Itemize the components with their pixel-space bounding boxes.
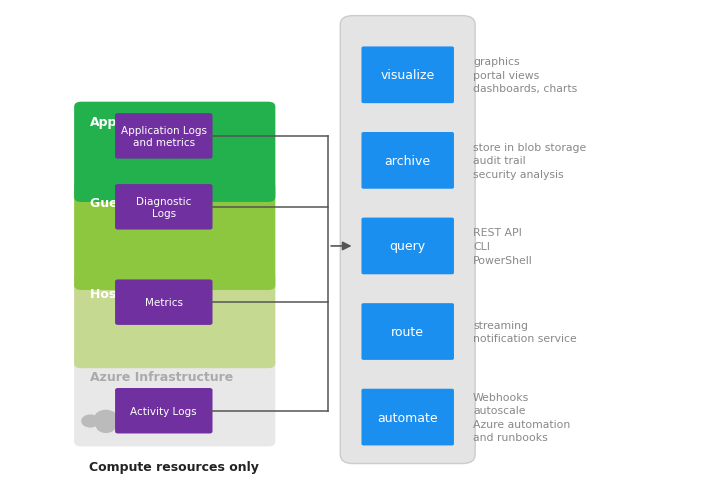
- FancyBboxPatch shape: [361, 218, 454, 275]
- FancyBboxPatch shape: [115, 280, 213, 325]
- Text: Activity Logs: Activity Logs: [131, 406, 197, 416]
- Text: Guest OS: Guest OS: [90, 197, 155, 210]
- Text: Host VM: Host VM: [90, 287, 148, 300]
- FancyBboxPatch shape: [361, 47, 454, 104]
- Text: REST API
CLI
PowerShell: REST API CLI PowerShell: [473, 228, 533, 265]
- FancyBboxPatch shape: [115, 114, 213, 159]
- FancyBboxPatch shape: [74, 356, 275, 447]
- FancyBboxPatch shape: [340, 17, 475, 464]
- FancyBboxPatch shape: [74, 273, 275, 368]
- FancyBboxPatch shape: [361, 133, 454, 189]
- Text: archive: archive: [385, 155, 431, 167]
- FancyBboxPatch shape: [361, 304, 454, 360]
- Text: Azure Infrastructure: Azure Infrastructure: [90, 370, 233, 383]
- Text: Metrics: Metrics: [145, 298, 183, 307]
- Text: store in blob storage
audit trail
security analysis: store in blob storage audit trail securi…: [473, 142, 586, 180]
- Text: visualize: visualize: [381, 69, 435, 82]
- Text: query: query: [390, 240, 426, 253]
- Text: Application: Application: [90, 116, 169, 129]
- Text: Webhooks
autoscale
Azure automation
and runbooks: Webhooks autoscale Azure automation and …: [473, 392, 570, 443]
- FancyBboxPatch shape: [115, 388, 213, 434]
- Text: route: route: [391, 325, 424, 338]
- FancyBboxPatch shape: [361, 389, 454, 446]
- Circle shape: [82, 415, 99, 427]
- Text: Diagnostic
Logs: Diagnostic Logs: [136, 196, 191, 219]
- Circle shape: [95, 410, 117, 426]
- FancyBboxPatch shape: [74, 102, 275, 203]
- FancyBboxPatch shape: [115, 185, 213, 230]
- Text: automate: automate: [378, 411, 438, 424]
- Text: streaming
notification service: streaming notification service: [473, 320, 577, 344]
- Circle shape: [112, 415, 128, 427]
- Circle shape: [97, 420, 115, 432]
- Text: Application Logs
and metrics: Application Logs and metrics: [121, 125, 207, 148]
- Text: Compute resources only: Compute resources only: [90, 460, 259, 473]
- Text: graphics
portal views
dashboards, charts: graphics portal views dashboards, charts: [473, 57, 578, 94]
- FancyBboxPatch shape: [74, 183, 275, 290]
